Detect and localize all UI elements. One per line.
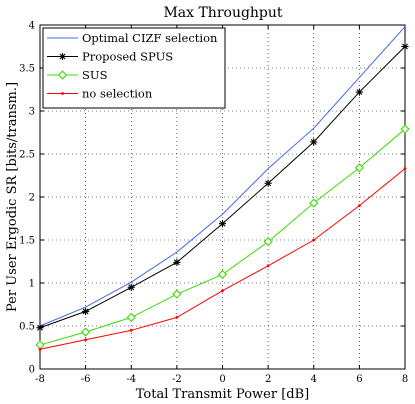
y-tick-label: 3 (29, 107, 35, 118)
x-tick-label: -8 (35, 374, 45, 385)
y-tick-label: 0 (29, 365, 35, 376)
data-point (129, 328, 133, 332)
y-tick-label: 3.5 (19, 64, 35, 75)
series-line (39, 168, 406, 350)
legend-label: Proposed SPUS (82, 50, 173, 64)
legend-label: SUS (82, 68, 108, 82)
data-point (38, 347, 42, 351)
data-point (403, 167, 407, 171)
legend-label: no selection (82, 87, 153, 101)
data-point (127, 283, 135, 291)
series-lines (35, 26, 410, 351)
data-point (264, 179, 272, 187)
legend-entry: no selection (47, 87, 153, 101)
legend-box (42, 27, 226, 109)
x-tick-label: 0 (219, 374, 225, 385)
y-tick-label: 4 (29, 21, 35, 32)
series-1 (36, 42, 409, 332)
legend: Optimal CIZF selection Proposed SPUS SUS no… (42, 27, 226, 109)
x-tick-label: 6 (356, 374, 362, 385)
data-point (309, 198, 319, 208)
data-point (221, 289, 224, 293)
data-point (266, 264, 270, 268)
x-tick-label: -4 (126, 374, 136, 385)
legend-marker (58, 52, 67, 61)
x-tick-label: 2 (265, 374, 271, 385)
series-0 (39, 26, 406, 327)
data-point (357, 204, 361, 208)
data-point (400, 124, 410, 134)
data-point (217, 269, 228, 279)
chart-title: Max Throughput (163, 5, 282, 21)
grid-lines (40, 25, 405, 369)
data-point (218, 220, 227, 228)
data-point (310, 138, 318, 146)
y-axis-label: Per User Ergodic SR [bits/transm.] (5, 82, 20, 312)
legend-entry: SUS (47, 68, 108, 82)
x-tick-label: 4 (311, 374, 317, 385)
y-tick-label: 2 (29, 193, 35, 204)
y-tick-label: 1 (29, 279, 35, 290)
data-point (126, 312, 136, 322)
y-tick-label: 2.5 (19, 150, 35, 161)
y-tick-label: 1.5 (19, 236, 35, 247)
series-2 (35, 124, 410, 350)
y-tick-label: 0.5 (19, 322, 35, 333)
x-tick-label: 8 (402, 374, 408, 385)
series-line (39, 26, 406, 327)
x-axis-label: Total Transmit Power [dB] (136, 387, 310, 402)
data-point (173, 258, 181, 266)
legend-entry: Optimal CIZF selection (47, 31, 218, 45)
legend-entry: Proposed SPUS (47, 50, 173, 64)
x-tick-label: -2 (172, 374, 182, 385)
data-point (401, 42, 409, 51)
data-point (36, 324, 44, 332)
legend-label: Optimal CIZF selection (82, 31, 218, 45)
data-point (312, 238, 316, 242)
data-point (175, 316, 179, 319)
legend-marker (57, 70, 68, 80)
data-point (263, 237, 273, 247)
data-point (82, 307, 90, 315)
x-tick-label: -6 (81, 374, 91, 385)
data-point (354, 163, 364, 173)
legend-marker (61, 92, 64, 95)
data-point (81, 327, 91, 337)
data-point (172, 289, 182, 299)
data-point (355, 88, 363, 96)
data-point (35, 340, 45, 350)
data-point (84, 338, 88, 342)
series-3 (38, 167, 407, 351)
